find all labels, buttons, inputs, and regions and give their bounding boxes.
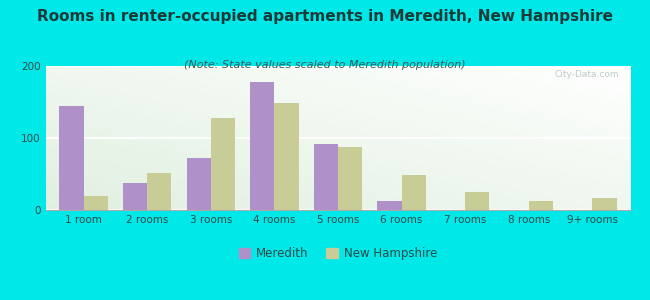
Bar xyxy=(338,147,362,210)
Bar xyxy=(148,172,172,210)
Bar xyxy=(465,192,489,210)
Bar xyxy=(274,103,298,210)
Bar xyxy=(187,158,211,210)
Bar xyxy=(123,183,148,210)
Bar xyxy=(60,106,84,210)
Legend: Meredith, New Hampshire: Meredith, New Hampshire xyxy=(234,242,442,265)
Bar xyxy=(402,176,426,210)
Text: City-Data.com: City-Data.com xyxy=(554,70,619,79)
Bar xyxy=(84,196,108,210)
Text: (Note: State values scaled to Meredith population): (Note: State values scaled to Meredith p… xyxy=(184,60,466,70)
Bar xyxy=(314,144,338,210)
Bar xyxy=(378,201,402,210)
Bar xyxy=(250,82,274,210)
Bar xyxy=(528,201,553,210)
Text: Rooms in renter-occupied apartments in Meredith, New Hampshire: Rooms in renter-occupied apartments in M… xyxy=(37,9,613,24)
Bar xyxy=(592,198,616,210)
Bar xyxy=(211,118,235,210)
